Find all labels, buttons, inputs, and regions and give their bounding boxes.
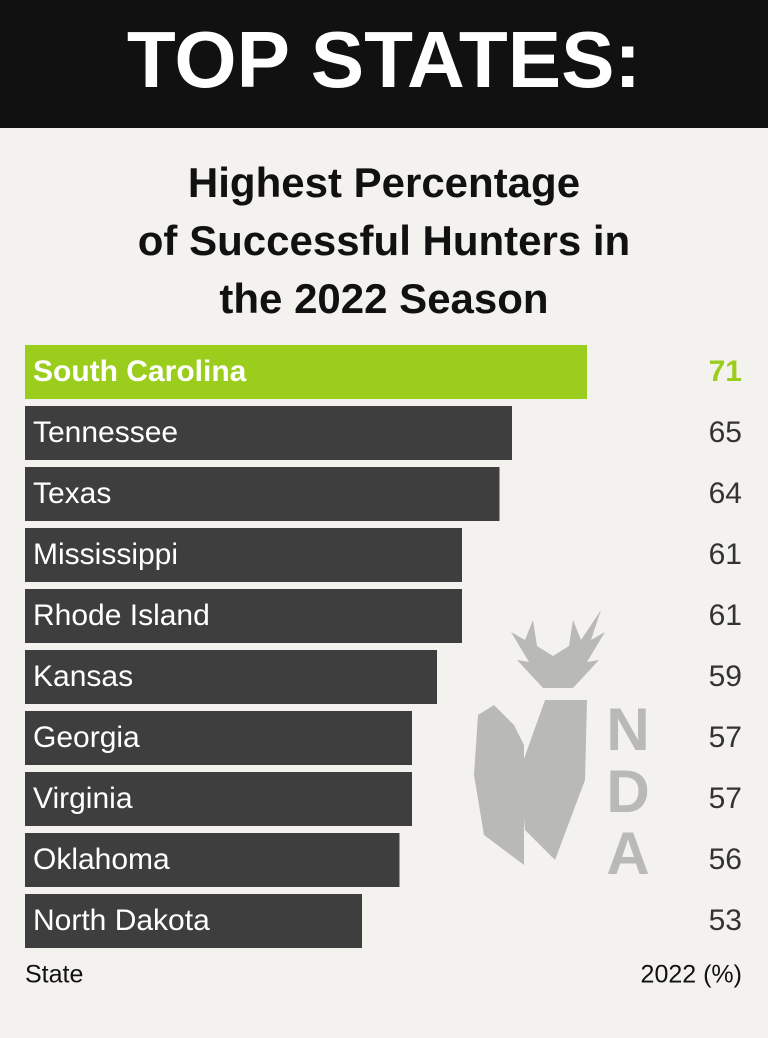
bar [25, 528, 462, 582]
deer-shape [474, 610, 605, 865]
value-label: 65 [709, 416, 742, 449]
category-axis-label: State [25, 961, 83, 989]
value-label: 53 [709, 904, 742, 937]
value-label: 61 [709, 599, 742, 632]
value-axis-label: 2022 (%) [641, 961, 742, 989]
value-label: 56 [709, 843, 742, 876]
value-label: 64 [709, 477, 742, 510]
category-label: Texas [33, 477, 111, 510]
deer-logo [474, 610, 605, 865]
category-label: Kansas [33, 660, 133, 693]
chart-title: TOP STATES: [127, 15, 641, 104]
subtitle-line: the 2022 Season [219, 275, 548, 322]
bar [25, 833, 400, 887]
value-label: 57 [709, 782, 742, 815]
category-label: Mississippi [33, 538, 178, 571]
subtitle-line: Highest Percentage [188, 159, 580, 206]
value-label: 59 [709, 660, 742, 693]
bar [25, 894, 362, 948]
category-label: Georgia [33, 721, 140, 754]
category-label: Virginia [33, 782, 133, 815]
value-label: 61 [709, 538, 742, 571]
bar [25, 772, 412, 826]
bar [25, 589, 462, 643]
category-label: Tennessee [33, 416, 178, 449]
bar [25, 467, 500, 521]
header-band [0, 0, 768, 128]
bar [25, 345, 587, 399]
watermark-letter: N [606, 696, 649, 763]
watermark-letter: D [606, 758, 649, 825]
category-label: North Dakota [33, 904, 210, 937]
bar [25, 650, 437, 704]
category-label: South Carolina [33, 355, 247, 388]
value-label: 71 [709, 355, 742, 388]
subtitle-line: of Successful Hunters in [138, 217, 630, 264]
bar [25, 711, 412, 765]
category-label: Rhode Island [33, 599, 210, 632]
category-label: Oklahoma [33, 843, 170, 876]
bar [25, 406, 512, 460]
value-label: 57 [709, 721, 742, 754]
watermark-letter: A [606, 820, 649, 887]
